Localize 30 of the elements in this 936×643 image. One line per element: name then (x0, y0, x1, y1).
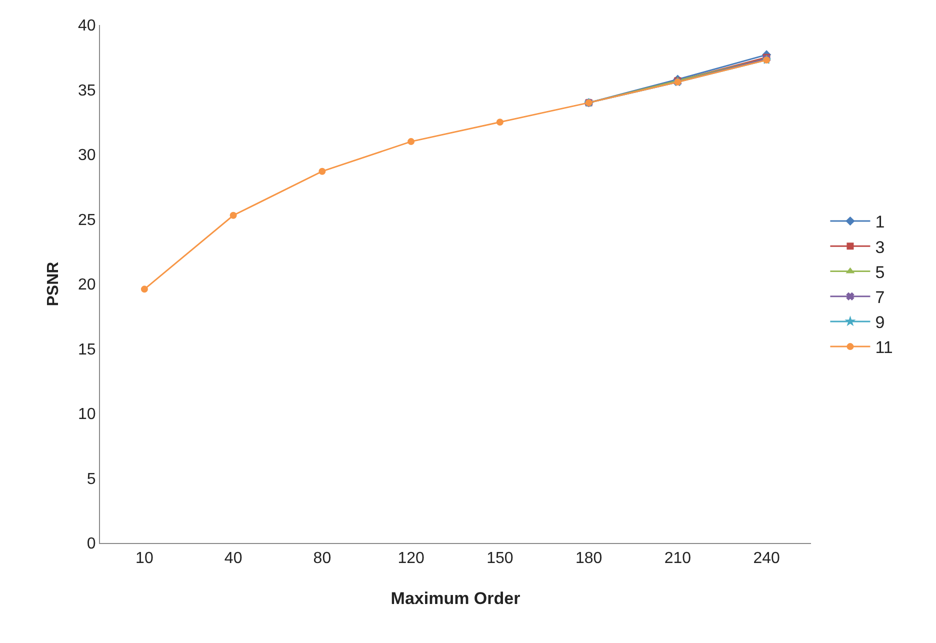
point (140, 286, 148, 293)
point (230, 212, 237, 219)
legend-label: 1 (875, 212, 885, 232)
point (318, 168, 326, 175)
x-axis-title: Maximum Order (390, 589, 521, 608)
y-axis-title: PSNR (45, 261, 62, 306)
x-tick-label: 120 (398, 550, 425, 568)
y-tick-label: 35 (78, 82, 96, 100)
point (496, 118, 504, 126)
x-tick-label: 150 (486, 550, 514, 568)
x-tick-label: 210 (664, 550, 692, 568)
y-tick-label: 40 (78, 18, 96, 35)
y-tick-label: 5 (86, 470, 96, 488)
x-tick-label: 240 (753, 550, 780, 568)
legend-label: 11 (875, 338, 893, 358)
y-tick-label: 15 (78, 341, 96, 358)
y-tick-label: 25 (78, 212, 96, 229)
y-tick-label: 10 (78, 406, 96, 424)
legend-label: 9 (875, 313, 885, 332)
x-tick-label: 10 (136, 550, 154, 568)
x-tick-label: 80 (313, 550, 332, 568)
y-tick-label: 30 (78, 147, 96, 164)
legend-label: 3 (875, 238, 885, 257)
legend-label: 5 (875, 262, 885, 282)
y-tick-label: 20 (78, 276, 96, 294)
point (408, 138, 415, 146)
y-tick-label: 0 (86, 536, 96, 553)
x-tick-label: 40 (224, 550, 242, 568)
legend-label: 7 (875, 288, 885, 307)
x-tick-label: 180 (575, 550, 602, 568)
